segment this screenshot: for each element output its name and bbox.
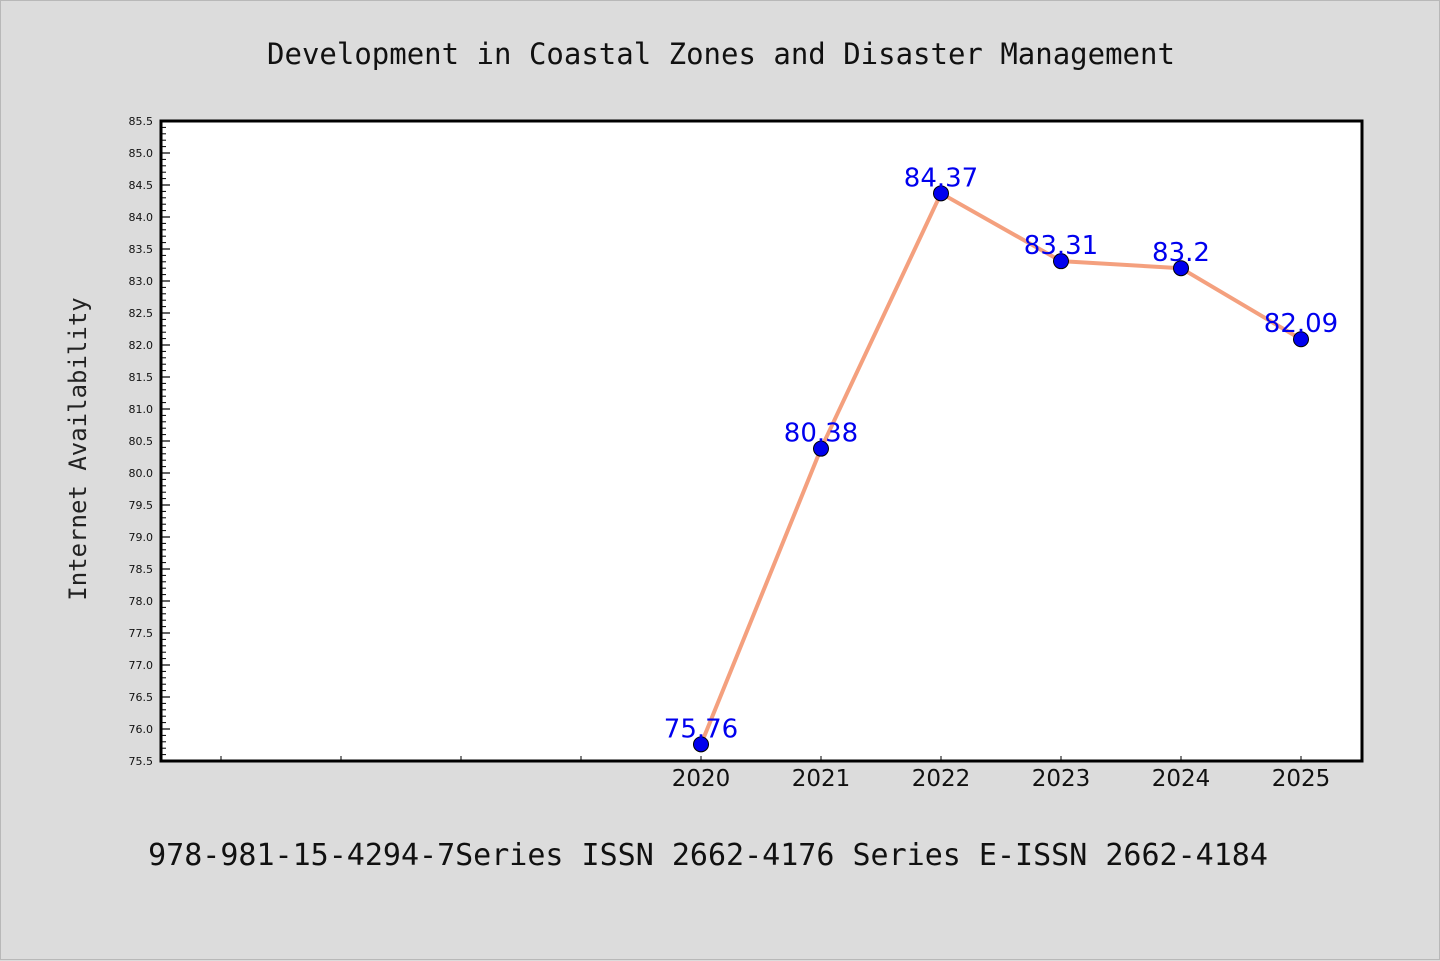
x-tick-label: 2021 — [792, 766, 851, 792]
data-point — [1293, 331, 1309, 348]
y-tick-label: 78.5 — [129, 563, 154, 576]
y-tick-label: 84.5 — [129, 179, 154, 192]
data-point — [933, 185, 949, 202]
y-tick-label: 81.0 — [129, 403, 154, 416]
x-axis-ticks: 2020 2021 2022 2023 2024 2025 — [220, 756, 1331, 792]
y-axis-ticks: 75.5 76.0 76.5 77.0 77.5 78.0 78.5 79.0 79.5 80.0… — [129, 115, 170, 768]
data-point — [1173, 260, 1189, 277]
y-tick-label: 85.5 — [129, 115, 154, 128]
y-tick-label: 78.0 — [129, 595, 154, 608]
y-tick-label: 83.0 — [129, 275, 154, 288]
x-tick-label: 2020 — [672, 766, 731, 792]
y-tick-label: 77.0 — [129, 659, 154, 672]
plot-area — [159, 119, 1364, 763]
y-tick-label: 82.5 — [129, 307, 154, 320]
x-tick-label: 2025 — [1272, 766, 1331, 792]
data-label: 80.38 — [784, 419, 858, 449]
y-tick-label: 80.5 — [129, 435, 154, 448]
footer-text: 978-981-15-4294-7Series ISSN 2662-4176 S… — [148, 838, 1268, 873]
y-tick-label: 75.5 — [129, 755, 154, 768]
data-label: 84.37 — [904, 163, 978, 193]
y-tick-label: 81.5 — [129, 371, 154, 384]
x-tick-label: 2024 — [1152, 766, 1211, 792]
y-tick-label: 79.5 — [129, 499, 154, 512]
x-tick-label: 2022 — [912, 766, 971, 792]
y-tick-label: 76.0 — [129, 723, 154, 736]
y-tick-label: 83.5 — [129, 243, 154, 256]
series-line — [699, 191, 1303, 746]
data-label: 75.76 — [664, 714, 738, 744]
y-tick-label: 80.0 — [129, 467, 154, 480]
y-tick-label: 76.5 — [129, 691, 154, 704]
y-tick-label: 84.0 — [129, 211, 154, 224]
data-label: 82.09 — [1264, 309, 1338, 339]
series-layer: 75.76 80.38 84.37 83.31 83.2 82.09 — [664, 163, 1338, 753]
data-point — [813, 440, 829, 457]
y-axis-label: Internet Availability — [64, 297, 92, 600]
y-tick-label: 77.5 — [129, 627, 154, 640]
x-tick-label: 2023 — [1032, 766, 1091, 792]
data-point — [1053, 253, 1069, 270]
data-label: 83.31 — [1024, 231, 1098, 261]
y-tick-label: 79.0 — [129, 531, 154, 544]
chart-title: Development in Coastal Zones and Disaste… — [267, 37, 1175, 71]
data-label: 83.2 — [1152, 238, 1210, 268]
y-tick-label: 82.0 — [129, 339, 154, 352]
data-point — [693, 736, 709, 753]
y-tick-label: 85.0 — [129, 147, 154, 160]
